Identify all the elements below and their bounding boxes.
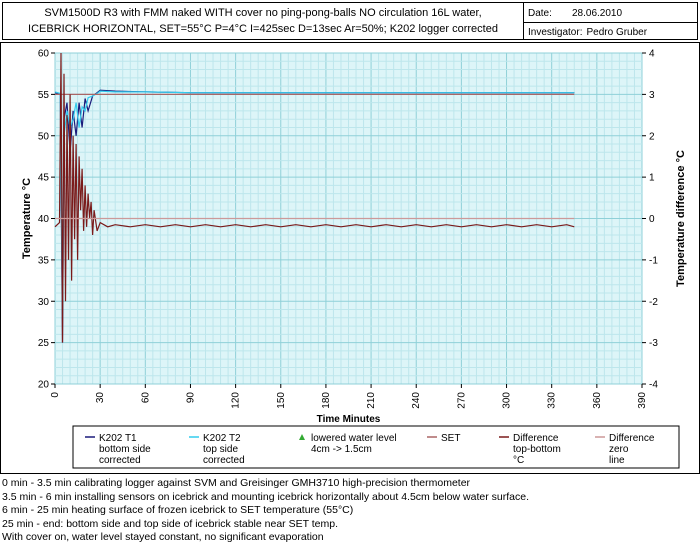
investigator-row: Investigator: Pedro Gruber <box>528 27 647 38</box>
x-tick-label: 60 <box>140 392 151 404</box>
x-tick-label: 210 <box>366 392 377 409</box>
y-tick-label: 45 <box>38 173 50 184</box>
note-line: 0 min - 3.5 min calibrating logger again… <box>2 477 471 489</box>
y-tick-label: 30 <box>38 297 50 308</box>
note-line: 25 min - end: bottom side and top side o… <box>2 517 338 530</box>
legend-label: Difference <box>513 433 559 444</box>
x-tick-label: 90 <box>185 392 196 404</box>
series-line <box>54 52 575 343</box>
x-tick-label: 0 <box>50 392 61 398</box>
y2-tick-label: 4 <box>649 49 655 60</box>
y-tick-label: 60 <box>38 49 50 60</box>
legend-label: zero <box>609 444 629 455</box>
y-tick-label: 40 <box>38 214 50 225</box>
y-tick-label: 25 <box>38 338 50 349</box>
legend-label: °C <box>513 455 524 466</box>
notes: 0 min - 3.5 min calibrating logger again… <box>2 477 698 545</box>
series-layer <box>54 52 575 343</box>
y2-tick-label: -1 <box>649 255 658 266</box>
x-tick-label: 330 <box>547 392 558 409</box>
x-tick-label: 30 <box>95 392 106 404</box>
note-line: 6 min - 25 min heating surface of frozen… <box>2 504 354 517</box>
x-tick-label: 360 <box>592 392 603 409</box>
legend-label: K202 T1 <box>99 433 137 444</box>
y2-axis-label: Temperature difference °C <box>675 150 687 287</box>
date-row: Date: 28.06.2010 <box>528 8 622 19</box>
x-axis-label: Time Minutes <box>317 414 381 425</box>
legend-label: bottom side <box>99 444 151 455</box>
legend-label: corrected <box>99 455 141 466</box>
date-label: Date: <box>528 8 552 19</box>
y2-tick-label: -3 <box>649 338 658 349</box>
x-tick-label: 270 <box>456 392 467 409</box>
legend-item: SET <box>427 433 460 444</box>
x-tick-label: 180 <box>321 392 332 409</box>
x-tick-label: 150 <box>276 392 287 409</box>
y2-tick-label: 1 <box>649 173 655 184</box>
series-line <box>54 90 575 318</box>
ticks: 0 30 60 90 120 150 180 210 240 270 300 330 360 390202… <box>38 49 658 409</box>
chart-title: SVM1500D R3 with FMM naked WITH cover no… <box>2 2 524 40</box>
legend-label: line <box>609 455 625 466</box>
y2-tick-label: -4 <box>649 380 658 391</box>
legend-marker <box>299 434 305 440</box>
legend-label: corrected <box>203 455 245 466</box>
header: SVM1500D R3 with FMM naked WITH cover no… <box>0 0 700 42</box>
x-tick-label: 390 <box>637 392 648 409</box>
x-tick-label: 120 <box>231 392 242 409</box>
legend-label: lowered water level <box>311 433 397 444</box>
y-tick-label: 55 <box>38 90 50 101</box>
legend-label: K202 T2 <box>203 433 241 444</box>
y-tick-label: 20 <box>38 380 50 391</box>
legend-label: top side <box>203 444 238 455</box>
title-line-1: SVM1500D R3 with FMM naked WITH cover no… <box>44 7 482 19</box>
legend-label: 4cm -> 1.5cm <box>311 444 372 455</box>
date-value: 28.06.2010 <box>572 8 623 19</box>
note-line: 3.5 min - 6 min installing sensors on ic… <box>2 490 529 503</box>
investigator-value: Pedro Gruber <box>586 27 648 38</box>
chart-area: 0 30 60 90 120 150 180 210 240 270 300 330 360 390 20 2… <box>0 42 700 474</box>
x-tick-label: 300 <box>502 392 513 409</box>
title-line-2: ICEBRICK HORIZONTAL, SET=55°C P=4°C I=42… <box>28 23 498 35</box>
meta-box: Date: 28.06.2010 Investigator: Pedro Grube… <box>524 2 698 40</box>
y2-tick-label: 2 <box>649 131 655 142</box>
y2-tick-label: -2 <box>649 297 658 308</box>
chart-svg: 0 30 60 90 120 150 180 210 240 270 300 330 360 390202… <box>0 42 700 474</box>
y2-tick-label: 0 <box>649 214 655 225</box>
note-line: With cover on, water level stayed consta… <box>2 531 324 544</box>
x-tick-label: 240 <box>411 392 422 409</box>
y-tick-label: 50 <box>38 131 50 142</box>
legend-label: SET <box>441 433 460 444</box>
legend-label: Difference <box>609 433 655 444</box>
y2-tick-label: 3 <box>649 90 655 101</box>
y-axis-label: Temperature °C <box>21 178 33 259</box>
y-tick-label: 35 <box>38 255 50 266</box>
investigator-label: Investigator: <box>528 27 583 38</box>
legend-label: top-bottom <box>513 444 561 455</box>
